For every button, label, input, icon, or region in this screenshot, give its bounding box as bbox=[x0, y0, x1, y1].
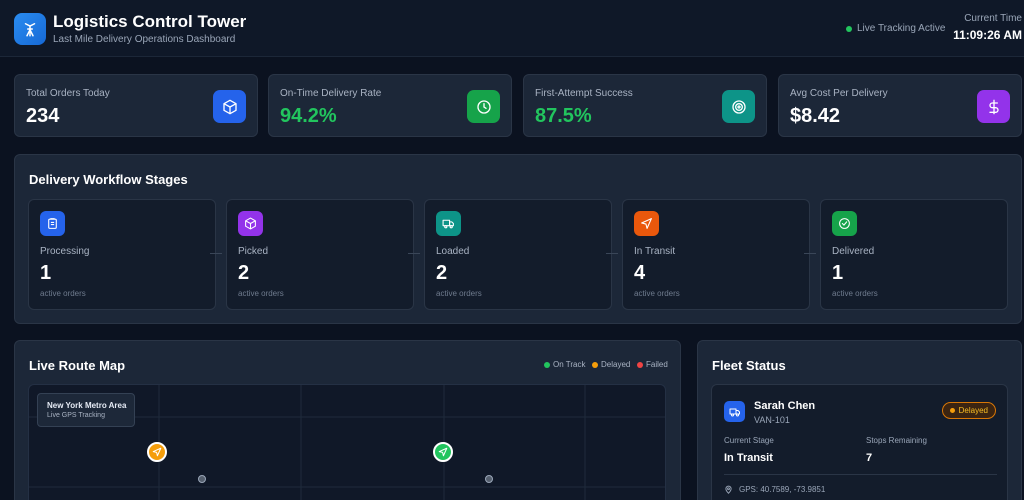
tower-icon bbox=[14, 13, 46, 45]
stage-count: 4 bbox=[634, 262, 646, 284]
stage-connector bbox=[210, 253, 222, 254]
current-time-value: 11:09:26 AM bbox=[953, 28, 1022, 42]
status-badge-label: Delayed bbox=[958, 406, 988, 415]
stage-count: 1 bbox=[832, 262, 844, 284]
stops-remaining-value: 7 bbox=[866, 452, 873, 464]
kpi-first-attempt: First-Attempt Success 87.5% bbox=[523, 74, 767, 137]
current-time-label: Current Time bbox=[964, 13, 1022, 24]
map-area-subtitle: Live GPS Tracking bbox=[47, 412, 105, 419]
clock-icon bbox=[467, 90, 500, 123]
app-header: Logistics Control Tower Last Mile Delive… bbox=[0, 0, 1024, 57]
on-track-dot-icon bbox=[544, 361, 550, 368]
live-dot-icon bbox=[846, 25, 852, 32]
stage-in-transit[interactable]: In Transit 4 active orders bbox=[622, 199, 810, 310]
stage-connector bbox=[606, 253, 618, 254]
stage-count: 2 bbox=[436, 262, 448, 284]
kpi-label: Avg Cost Per Delivery bbox=[790, 88, 888, 99]
vehicle-marker-on-track[interactable] bbox=[433, 442, 453, 462]
status-badge: Delayed bbox=[941, 402, 996, 419]
stage-connector bbox=[408, 253, 420, 254]
stage-name: Picked bbox=[238, 246, 269, 257]
route-map-panel: Live Route Map On Track Delayed Failed N… bbox=[14, 340, 681, 500]
legend-failed: Failed bbox=[637, 360, 668, 369]
map-pin-icon bbox=[725, 485, 732, 494]
stage-delivered[interactable]: Delivered 1 active orders bbox=[820, 199, 1008, 310]
kpi-value: 234 bbox=[26, 105, 60, 127]
live-tracking-status: Live Tracking Active bbox=[846, 23, 945, 34]
box-icon bbox=[238, 211, 263, 236]
navigation-icon bbox=[438, 447, 448, 457]
stage-count: 1 bbox=[40, 262, 52, 284]
stop-marker[interactable] bbox=[198, 475, 206, 483]
stage-sub: active orders bbox=[634, 289, 680, 298]
fleet-status-panel: Fleet Status Sarah Chen VAN-101 Delayed … bbox=[697, 340, 1022, 500]
stage-sub: active orders bbox=[238, 289, 284, 298]
kpi-label: On-Time Delivery Rate bbox=[280, 88, 382, 99]
driver-name: Sarah Chen bbox=[754, 400, 816, 412]
dollar-icon bbox=[977, 90, 1010, 123]
legend-on-track: On Track bbox=[544, 360, 585, 369]
kpi-value: 87.5% bbox=[535, 105, 592, 127]
kpi-avg-cost: Avg Cost Per Delivery $8.42 bbox=[778, 74, 1022, 137]
app-title: Logistics Control Tower bbox=[53, 12, 247, 31]
app-subtitle: Last Mile Delivery Operations Dashboard bbox=[53, 34, 236, 45]
workflow-title: Delivery Workflow Stages bbox=[29, 172, 188, 187]
stage-name: In Transit bbox=[634, 246, 676, 257]
navigation-icon bbox=[634, 211, 659, 236]
kpi-value: $8.42 bbox=[790, 105, 841, 127]
stage-name: Processing bbox=[40, 246, 90, 257]
legend-label: On Track bbox=[553, 360, 586, 369]
stage-name: Loaded bbox=[436, 246, 470, 257]
stops-remaining-label: Stops Remaining bbox=[866, 436, 927, 445]
clipboard-icon bbox=[40, 211, 65, 236]
map-area-title: New York Metro Area bbox=[47, 401, 127, 410]
kpi-label: First-Attempt Success bbox=[535, 88, 633, 99]
kpi-total-orders: Total Orders Today 234 bbox=[14, 74, 258, 137]
legend-label: Failed bbox=[646, 360, 668, 369]
divider bbox=[724, 474, 997, 475]
gps-readout: GPS: 40.7589, -73.9851 bbox=[724, 485, 825, 494]
stop-marker[interactable] bbox=[485, 475, 493, 483]
stage-picked[interactable]: Picked 2 active orders bbox=[226, 199, 414, 310]
live-tracking-label: Live Tracking Active bbox=[857, 23, 946, 34]
kpi-label: Total Orders Today bbox=[26, 88, 110, 99]
package-icon bbox=[213, 90, 246, 123]
stage-sub: active orders bbox=[832, 289, 878, 298]
delayed-dot-icon bbox=[592, 361, 598, 368]
map-title: Live Route Map bbox=[29, 358, 126, 373]
legend-label: Delayed bbox=[601, 360, 631, 369]
truck-icon bbox=[724, 401, 745, 422]
stage-loaded[interactable]: Loaded 2 active orders bbox=[424, 199, 612, 310]
stage-connector bbox=[804, 253, 816, 254]
legend-delayed: Delayed bbox=[592, 360, 630, 369]
map-canvas[interactable]: New York Metro Area Live GPS Tracking bbox=[28, 384, 666, 500]
stage-sub: active orders bbox=[436, 289, 482, 298]
target-icon bbox=[722, 90, 755, 123]
workflow-panel: Delivery Workflow Stages Processing 1 ac… bbox=[14, 154, 1022, 324]
current-stage-label: Current Stage bbox=[724, 436, 774, 445]
failed-dot-icon bbox=[637, 361, 643, 368]
map-grid bbox=[29, 385, 665, 500]
current-stage-value: In Transit bbox=[724, 452, 773, 464]
stage-name: Delivered bbox=[832, 246, 875, 257]
check-circle-icon bbox=[832, 211, 857, 236]
map-area-label: New York Metro Area Live GPS Tracking bbox=[37, 393, 135, 427]
fleet-title: Fleet Status bbox=[712, 358, 786, 373]
vehicle-marker-delayed[interactable] bbox=[147, 442, 167, 462]
gps-coordinates: GPS: 40.7589, -73.9851 bbox=[739, 485, 826, 494]
vehicle-id: VAN-101 bbox=[754, 415, 790, 425]
kpi-value: 94.2% bbox=[280, 105, 337, 127]
stage-processing[interactable]: Processing 1 active orders bbox=[28, 199, 216, 310]
truck-icon bbox=[436, 211, 461, 236]
navigation-icon bbox=[152, 447, 162, 457]
stage-count: 2 bbox=[238, 262, 250, 284]
kpi-on-time-rate: On-Time Delivery Rate 94.2% bbox=[268, 74, 512, 137]
delayed-dot-icon bbox=[949, 408, 955, 413]
stage-sub: active orders bbox=[40, 289, 86, 298]
driver-card[interactable]: Sarah Chen VAN-101 Delayed Current Stage… bbox=[711, 384, 1008, 500]
